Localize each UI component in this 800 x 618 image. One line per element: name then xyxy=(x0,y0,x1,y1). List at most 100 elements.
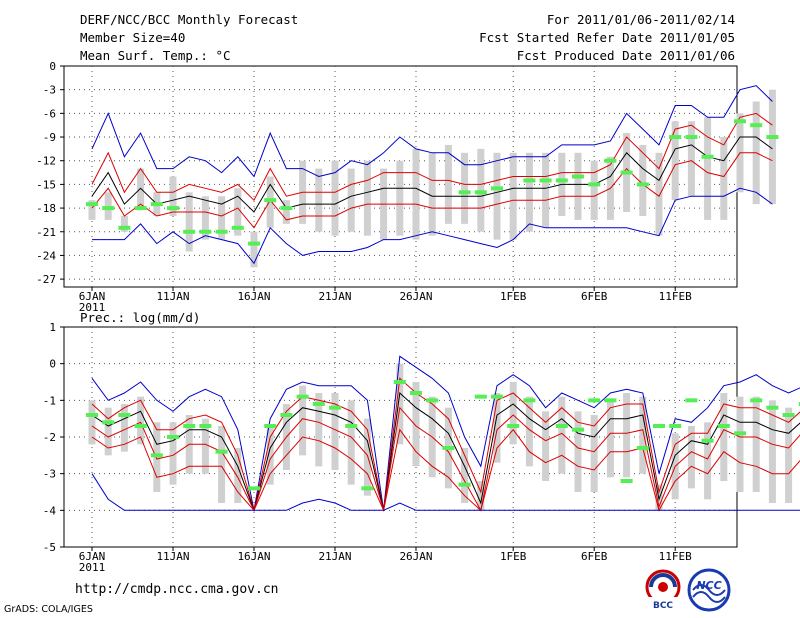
observed-marker xyxy=(685,135,698,140)
ensemble-box xyxy=(590,415,598,492)
ensemble-box xyxy=(704,117,712,220)
observed-marker xyxy=(636,446,649,450)
ensemble-box xyxy=(752,396,760,492)
ensemble-box xyxy=(687,426,695,489)
ensemble-box xyxy=(299,385,307,456)
series-line-mean xyxy=(91,391,800,512)
forecast-period: For 2011/01/06-2011/02/14 xyxy=(546,12,735,27)
chart-title: DERF/NCC/BCC Monthly Forecast xyxy=(80,12,299,27)
ensemble-box xyxy=(315,393,323,467)
observed-marker xyxy=(620,170,633,175)
y-tick-label: -4 xyxy=(43,504,57,517)
observed-marker xyxy=(604,158,617,163)
y-tick-label: 1 xyxy=(49,321,56,334)
ensemble-box xyxy=(639,396,647,474)
ensemble-box xyxy=(444,144,452,224)
ensemble-box xyxy=(201,196,209,240)
ensemble-box xyxy=(185,192,193,252)
panel-precipitation: 1 0 -1 -2 -3 -4 -5 6JAN 11JAN 16JAN 21JAN 26JAN 1FEB… xyxy=(43,310,800,574)
ensemble-box xyxy=(493,393,501,463)
observed-marker xyxy=(150,202,163,207)
observed-marker xyxy=(750,123,763,128)
observed-marker xyxy=(199,424,212,428)
x-tick-label: 21JAN xyxy=(318,290,351,303)
ensemble-box xyxy=(266,426,274,485)
observed-marker xyxy=(523,178,536,183)
grads-credit: GrADS: COLA/IGES xyxy=(4,604,93,615)
series-line-upper xyxy=(91,377,800,511)
observed-marker xyxy=(264,424,277,428)
observed-marker xyxy=(491,186,503,191)
ensemble-box xyxy=(542,152,550,228)
ncc-logo: NCC xyxy=(685,567,733,617)
x-tick-label: 16JAN xyxy=(237,550,270,563)
y-tick-label: -5 xyxy=(43,541,56,554)
ensemble-box xyxy=(493,152,501,240)
observed-marker xyxy=(150,453,163,458)
ensemble-box xyxy=(363,160,371,236)
observed-marker xyxy=(474,190,487,195)
panel-title: Prec.: log(mm/d) xyxy=(80,310,200,325)
observed-marker xyxy=(102,206,115,211)
ensemble-box xyxy=(347,400,355,485)
year-label: 2011 xyxy=(79,561,106,574)
observed-marker xyxy=(604,398,617,403)
ensemble-box xyxy=(720,393,728,481)
ensemble-box xyxy=(201,418,209,474)
x-tick-label: 16JAN xyxy=(237,290,270,303)
ensemble-box xyxy=(169,422,177,485)
observed-marker xyxy=(555,424,568,428)
y-tick-label: -24 xyxy=(36,249,56,262)
ensemble-box xyxy=(120,404,128,452)
y-tick-label: -1 xyxy=(43,394,56,407)
ensemble-box xyxy=(234,448,242,503)
ensemble-box xyxy=(509,382,517,445)
member-size: Member Size=40 xyxy=(80,30,186,45)
source-url[interactable]: http://cmdp.ncc.cma.gov.cn xyxy=(75,582,279,597)
observed-marker xyxy=(669,424,682,428)
observed-marker xyxy=(199,229,212,234)
observed-marker xyxy=(134,424,147,428)
observed-marker xyxy=(118,225,131,230)
series-line-max xyxy=(91,355,800,511)
observed-marker xyxy=(329,405,341,410)
ensemble-box xyxy=(509,152,517,240)
observed-marker xyxy=(118,413,131,417)
ensemble-box xyxy=(655,152,663,236)
x-tick-label: 6JAN xyxy=(79,290,106,303)
observed-marker xyxy=(669,135,682,140)
ensemble-box xyxy=(88,400,96,445)
observed-marker xyxy=(717,424,730,428)
ensemble-box xyxy=(639,144,647,216)
observed-marker xyxy=(393,380,406,384)
observed-marker xyxy=(766,405,779,410)
observed-marker xyxy=(167,435,179,439)
ensemble-box xyxy=(234,188,242,236)
observed-marker xyxy=(701,438,714,443)
observed-marker xyxy=(653,424,665,428)
ensemble-box xyxy=(347,168,355,232)
series-line-min xyxy=(91,473,800,511)
series-line-min xyxy=(92,187,773,265)
observed-marker xyxy=(426,398,439,403)
ensemble-box xyxy=(396,160,404,236)
series-line-lower xyxy=(91,406,800,512)
ensemble-box xyxy=(623,393,631,478)
bcc-logo: BCC xyxy=(640,567,686,617)
observed-marker xyxy=(345,424,358,428)
observed-marker xyxy=(523,398,536,403)
ensemble-box xyxy=(412,382,420,467)
ensemble-box xyxy=(428,152,436,236)
x-tick-label: 26JAN xyxy=(399,550,432,563)
ensemble-box xyxy=(542,411,550,481)
observed-marker xyxy=(102,420,115,425)
ensemble-box xyxy=(574,411,582,492)
y-tick-label: -9 xyxy=(43,131,56,144)
x-tick-label: 11FEB xyxy=(659,550,692,563)
observed-marker xyxy=(798,402,800,406)
observed-marker xyxy=(507,424,520,428)
x-tick-label: 11FEB xyxy=(659,290,692,303)
observed-marker xyxy=(636,182,649,187)
ensemble-box xyxy=(315,168,323,232)
ensemble-box xyxy=(525,152,533,232)
